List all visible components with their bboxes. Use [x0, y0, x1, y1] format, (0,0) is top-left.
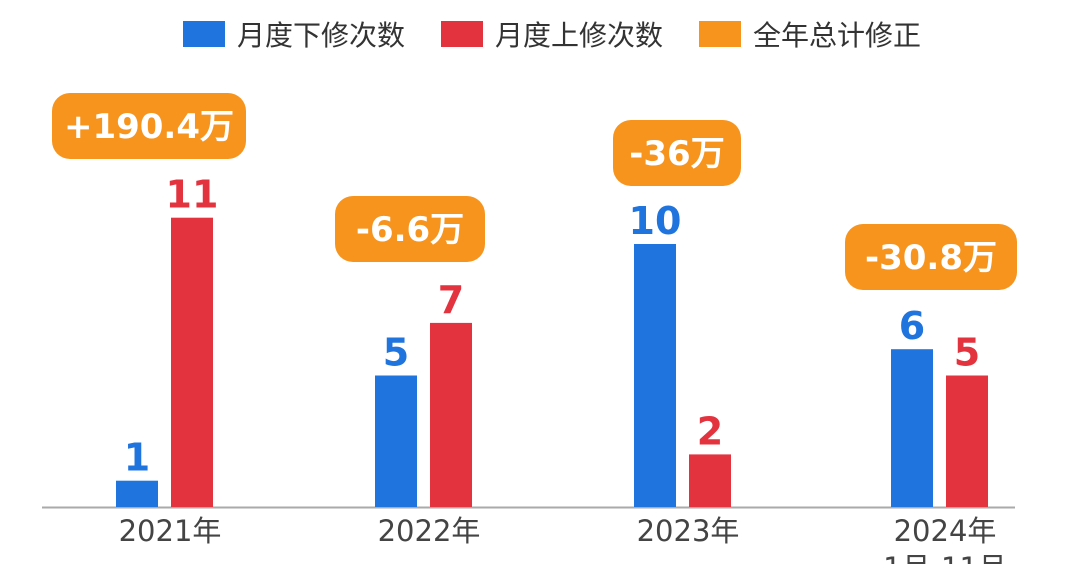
x-tick-label: 2022年 [378, 514, 481, 548]
x-tick-sublabel: 1月-11月 [883, 551, 1007, 564]
legend-label: 月度上修次数 [495, 19, 664, 52]
x-tick-label: 2023年 [637, 514, 740, 548]
x-tick-label: 2024年 [894, 514, 997, 548]
total-revision-badge [845, 224, 1017, 290]
bar-up [171, 217, 213, 507]
data-label: 6 [899, 304, 925, 348]
bar-up [689, 454, 731, 507]
legend-swatch-up [441, 21, 484, 47]
data-label: 1 [124, 436, 150, 480]
data-label: 10 [629, 199, 682, 243]
bar-down [891, 349, 933, 507]
data-label: 5 [954, 331, 980, 375]
legend-label: 月度下修次数 [237, 19, 406, 52]
bar-up [430, 322, 472, 507]
bar-down [116, 480, 158, 507]
data-label: 5 [383, 331, 409, 375]
legend-item-down: 月度下修次数 [183, 14, 405, 54]
legend: 月度下修次数 月度上修次数 全年总计修正 [183, 14, 921, 54]
data-label: 2 [697, 409, 723, 453]
bar-down [375, 375, 417, 507]
total-revision-label: -36万 [629, 134, 724, 174]
legend-label: 全年总计修正 [753, 19, 922, 52]
legend-swatch-down [183, 21, 225, 47]
bar-down [634, 244, 676, 507]
bar-up [946, 375, 988, 507]
legend-item-total: 全年总计修正 [699, 14, 921, 54]
legend-swatch-total [699, 21, 742, 47]
x-tick-label: 2021年 [119, 514, 222, 548]
total-revision-label: +190.4万 [64, 107, 234, 147]
total-revision-badge [335, 196, 485, 262]
total-revision-label: -30.8万 [865, 238, 997, 278]
total-revision-badge [613, 120, 741, 186]
data-label: 11 [166, 173, 219, 217]
legend-item-up: 月度上修次数 [441, 14, 663, 54]
total-revision-badge [52, 93, 246, 159]
data-label: 7 [438, 278, 464, 322]
total-revision-label: -6.6万 [356, 210, 464, 250]
